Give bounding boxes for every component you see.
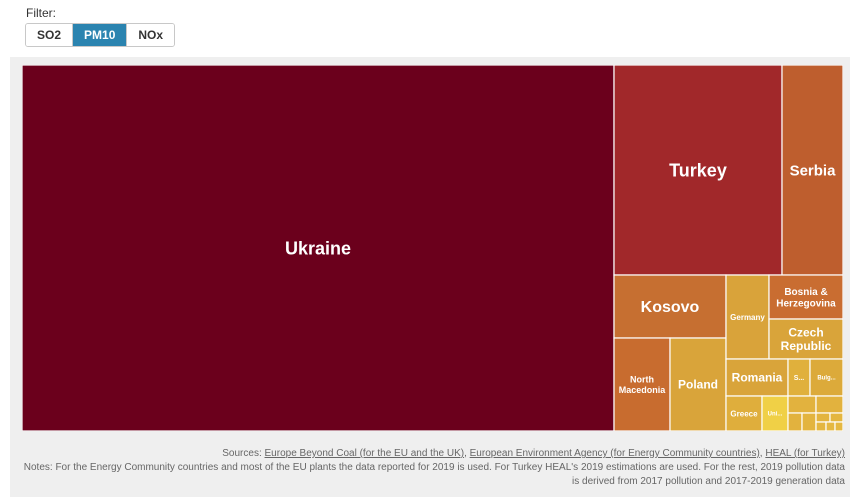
treemap-label-poland: Poland xyxy=(678,378,718,392)
filter-toggle-group: SO2 PM10 NOx xyxy=(25,23,176,47)
treemap-cell-poland[interactable] xyxy=(669,337,727,431)
source-link-ebc[interactable]: Europe Beyond Coal (for the EU and the U… xyxy=(264,448,465,459)
treemap-label-s: S... xyxy=(794,375,805,382)
treemap-label-bulg: Bulg... xyxy=(817,376,836,382)
sources-prefix: Sources: xyxy=(222,448,265,459)
treemap-cell-small-14[interactable] xyxy=(787,395,817,414)
treemap-label-serbia: Serbia xyxy=(790,162,837,179)
treemap-label-germany: Germany xyxy=(730,313,765,322)
treemap-cell-small-22[interactable] xyxy=(834,421,843,431)
source-link-eea[interactable]: European Environment Agency (for Energy … xyxy=(469,448,760,459)
treemap-label-bosnia-herzegovina: Bosnia & Herzegovina xyxy=(776,287,836,310)
treemap-cell-czech-republic[interactable] xyxy=(768,318,843,360)
filter-pm10-button[interactable]: PM10 xyxy=(73,24,128,46)
treemap-cell-small-21[interactable] xyxy=(825,421,836,431)
treemap-label-czech-republic: Czech Republic xyxy=(781,325,832,353)
treemap-label-romania: Romania xyxy=(732,371,783,385)
treemap-cell-small-17[interactable] xyxy=(801,412,817,431)
notes-text: Notes: For the Energy Community countrie… xyxy=(23,462,845,487)
treemap-label-turkey: Turkey xyxy=(669,160,727,180)
treemap-cell-small-18[interactable] xyxy=(815,412,831,423)
treemap-cell-small-20[interactable] xyxy=(815,421,827,431)
treemap-cell-small-19[interactable] xyxy=(829,412,843,423)
filter-so2-button[interactable]: SO2 xyxy=(26,24,74,46)
treemap-label-ukraine: Ukraine xyxy=(285,238,351,258)
treemap-cell-uni[interactable] xyxy=(761,395,789,431)
treemap-chart: Ukraine Turkey Serbia Kosovo North Macedonia P… xyxy=(22,65,843,431)
filter-nox-button[interactable]: NOx xyxy=(127,24,175,46)
treemap-cell-bosnia-herzegovina[interactable] xyxy=(768,274,843,320)
sources-line: Sources: Europe Beyond Coal (for the EU … xyxy=(222,448,845,459)
treemap-cell-small-15[interactable] xyxy=(815,395,843,414)
treemap-label-north-macedonia: North Macedonia xyxy=(619,374,667,394)
treemap-label-kosovo: Kosovo xyxy=(641,299,700,316)
treemap-label-greece: Greece xyxy=(730,409,758,418)
treemap-label-uni: Uni... xyxy=(768,412,783,418)
filter-label: Filter: xyxy=(26,6,56,20)
sources-note: Sources: Europe Beyond Coal (for the EU … xyxy=(15,447,845,489)
treemap-cell-small-16[interactable] xyxy=(787,412,803,431)
treemap-cell-bulg[interactable] xyxy=(809,358,843,397)
treemap-cell-ukraine[interactable] xyxy=(22,65,615,431)
source-link-heal[interactable]: HEAL (for Turkey) xyxy=(765,448,845,459)
